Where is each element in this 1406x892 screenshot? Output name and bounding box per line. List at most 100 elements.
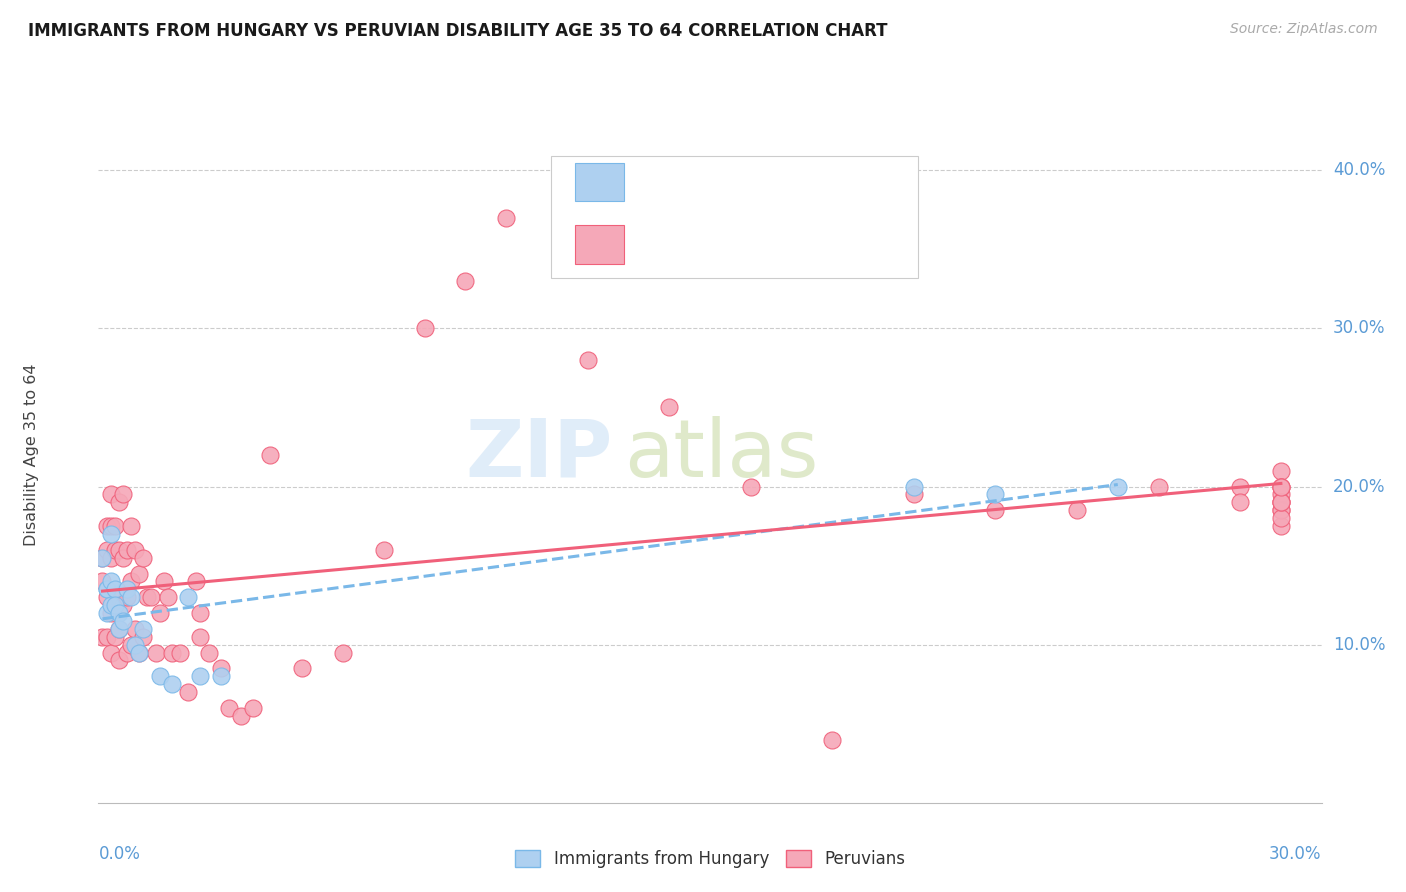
Point <box>1107 479 1129 493</box>
Point <box>120 574 142 589</box>
Point <box>96 519 118 533</box>
FancyBboxPatch shape <box>551 156 918 277</box>
Point <box>218 701 240 715</box>
Point <box>1147 479 1170 493</box>
Point <box>259 448 281 462</box>
Point <box>100 646 122 660</box>
Point <box>1270 503 1292 517</box>
Point <box>100 550 122 565</box>
Point <box>91 574 114 589</box>
Text: 10.0%: 10.0% <box>1333 636 1385 654</box>
Point <box>152 574 174 589</box>
Point <box>242 701 264 715</box>
Point <box>100 527 122 541</box>
Point <box>177 591 200 605</box>
Point <box>115 542 138 557</box>
Text: atlas: atlas <box>624 416 818 494</box>
Point <box>156 591 179 605</box>
Point <box>903 479 925 493</box>
Point <box>1270 495 1292 509</box>
Point <box>141 591 163 605</box>
Point <box>495 211 517 225</box>
Point <box>1270 487 1292 501</box>
Point <box>149 669 172 683</box>
Point <box>108 495 131 509</box>
FancyBboxPatch shape <box>575 162 624 201</box>
Point <box>111 550 134 565</box>
Text: 30.0%: 30.0% <box>1333 319 1385 337</box>
Point <box>120 591 142 605</box>
Point <box>104 582 127 597</box>
Point <box>186 574 208 589</box>
Point <box>128 646 150 660</box>
Point <box>1270 479 1292 493</box>
Legend: Immigrants from Hungary, Peruvians: Immigrants from Hungary, Peruvians <box>509 843 911 874</box>
Point <box>108 622 131 636</box>
Point <box>108 591 131 605</box>
Point <box>120 519 142 533</box>
Point <box>108 653 131 667</box>
Text: IMMIGRANTS FROM HUNGARY VS PERUVIAN DISABILITY AGE 35 TO 64 CORRELATION CHART: IMMIGRANTS FROM HUNGARY VS PERUVIAN DISA… <box>28 22 887 40</box>
Point <box>136 591 159 605</box>
Point <box>91 630 114 644</box>
Text: R =  0.460   N = 81: R = 0.460 N = 81 <box>643 235 818 254</box>
Point <box>188 606 212 620</box>
Point <box>104 519 127 533</box>
Point <box>104 630 127 644</box>
Point <box>1270 479 1292 493</box>
Point <box>128 646 150 660</box>
Point <box>120 638 142 652</box>
Point <box>1066 503 1088 517</box>
Point <box>1270 495 1292 509</box>
Point <box>160 677 183 691</box>
Point <box>291 661 314 675</box>
FancyBboxPatch shape <box>575 226 624 263</box>
Point <box>903 487 925 501</box>
Point <box>658 401 681 415</box>
Point <box>231 708 253 723</box>
Point <box>96 542 118 557</box>
Point <box>149 606 172 620</box>
Point <box>124 638 146 652</box>
Point <box>145 646 167 660</box>
Point <box>111 598 134 612</box>
Point <box>96 582 118 597</box>
Point <box>124 542 146 557</box>
Point <box>984 503 1007 517</box>
Point <box>96 591 118 605</box>
Point <box>108 542 131 557</box>
Point <box>100 519 122 533</box>
Point <box>100 598 122 612</box>
Point <box>108 622 131 636</box>
Point <box>96 606 118 620</box>
Point <box>104 542 127 557</box>
Text: R =  0.162   N = 25: R = 0.162 N = 25 <box>643 173 820 191</box>
Point <box>740 479 762 493</box>
Point <box>1270 503 1292 517</box>
Text: 20.0%: 20.0% <box>1333 477 1385 496</box>
Point <box>111 614 134 628</box>
Point <box>111 487 134 501</box>
Point <box>197 646 219 660</box>
Text: Source: ZipAtlas.com: Source: ZipAtlas.com <box>1230 22 1378 37</box>
Point <box>1270 479 1292 493</box>
Text: 30.0%: 30.0% <box>1270 845 1322 863</box>
Point <box>100 487 122 501</box>
Point <box>96 582 118 597</box>
Point <box>984 487 1007 501</box>
Point <box>454 274 477 288</box>
Point <box>132 622 155 636</box>
Point <box>413 321 436 335</box>
Point <box>115 591 138 605</box>
Point <box>100 606 122 620</box>
Text: Disability Age 35 to 64: Disability Age 35 to 64 <box>24 364 38 546</box>
Point <box>188 630 212 644</box>
Point <box>188 669 212 683</box>
Point <box>115 582 138 597</box>
Point <box>128 566 150 581</box>
Point <box>132 630 155 644</box>
Point <box>124 622 146 636</box>
Point <box>169 646 191 660</box>
Point <box>1229 479 1251 493</box>
Point <box>1229 495 1251 509</box>
